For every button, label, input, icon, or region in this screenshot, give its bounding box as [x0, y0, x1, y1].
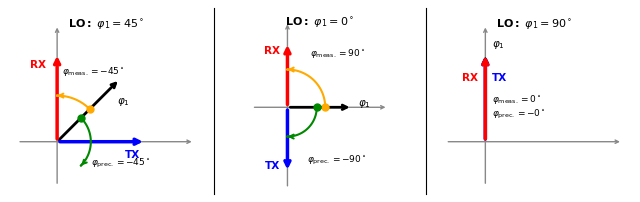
Text: $\mathbf{LO:}$ $\varphi_1 = 90^\circ$: $\mathbf{LO:}$ $\varphi_1 = 90^\circ$ — [496, 18, 572, 32]
Text: $\varphi_1$: $\varphi_1$ — [358, 98, 371, 110]
Text: RX: RX — [462, 73, 478, 83]
Text: TX: TX — [264, 161, 280, 171]
Text: $\varphi_{\mathrm{prec.}}{=}{-}0^\circ$: $\varphi_{\mathrm{prec.}}{=}{-}0^\circ$ — [492, 108, 545, 121]
Text: TX: TX — [492, 73, 507, 83]
Text: $\varphi_{\mathrm{meas.}}{=}0^\circ$: $\varphi_{\mathrm{meas.}}{=}0^\circ$ — [492, 93, 541, 106]
Text: RX: RX — [31, 60, 47, 69]
Text: $\varphi_{\mathrm{prec.}}{=}{-}45^\circ$: $\varphi_{\mathrm{prec.}}{=}{-}45^\circ$ — [91, 157, 150, 170]
Text: $\varphi_{\mathrm{meas.}}{=}90^\circ$: $\varphi_{\mathrm{meas.}}{=}90^\circ$ — [310, 47, 365, 60]
Text: $\mathbf{LO:}$ $\varphi_1 = 45^\circ$: $\mathbf{LO:}$ $\varphi_1 = 45^\circ$ — [68, 18, 144, 32]
Text: $\varphi_{\mathrm{meas.}}{=}{-}45^\circ$: $\varphi_{\mathrm{meas.}}{=}{-}45^\circ$ — [61, 65, 125, 78]
Text: TX: TX — [125, 150, 140, 160]
Text: $\varphi_{\mathrm{prec.}}{=}{-}90^\circ$: $\varphi_{\mathrm{prec.}}{=}{-}90^\circ$ — [307, 154, 367, 167]
Text: RX: RX — [264, 46, 280, 56]
Text: $\varphi_1$: $\varphi_1$ — [492, 39, 504, 51]
Text: $\varphi_1$: $\varphi_1$ — [117, 96, 131, 108]
Text: $\mathbf{LO:}$ $\varphi_1 = 0^\circ$: $\mathbf{LO:}$ $\varphi_1 = 0^\circ$ — [285, 16, 355, 30]
